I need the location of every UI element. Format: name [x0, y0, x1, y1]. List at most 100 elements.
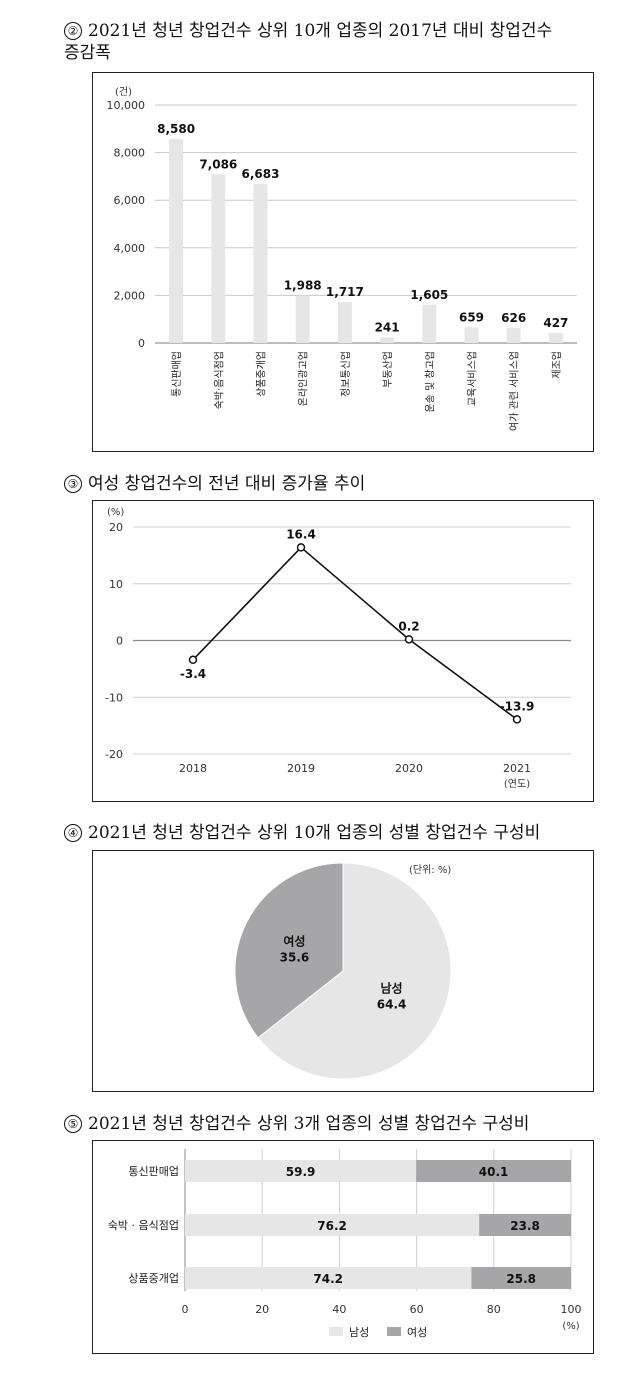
section-4-title: 2021년 청년 창업건수 상위 10개 업종의 성별 창업건수 구성비 [88, 823, 541, 843]
data-point [512, 715, 522, 724]
bar-value-label: 1,605 [410, 288, 448, 302]
bar [422, 304, 437, 343]
slice-label: 여성 [283, 933, 305, 948]
section-5-heading: ⑤ 2021년 청년 창업건수 상위 3개 업종의 성별 창업건수 구성비 [64, 1113, 529, 1135]
data-label: -13.9 [500, 699, 535, 713]
section-2-title: 2021년 청년 창업건수 상위 10개 업종의 2017년 대비 창업건수 [88, 21, 553, 41]
x-tick-label: 100 [561, 1303, 582, 1316]
y-tick-label: -20 [105, 748, 123, 761]
bar-value-label: 7,086 [199, 157, 237, 171]
bar [211, 174, 226, 343]
y-tick-label: 0 [138, 337, 145, 350]
gender-ratio-pie-chart: (단위: %) 남성 64.4 여성 35.6 [234, 862, 452, 1080]
pie-chart-panel: (단위: %) 남성 64.4 여성 35.6 [92, 850, 594, 1092]
x-tick-label: 2020 [395, 762, 423, 775]
industry-increase-bar-chart: (건) 0 2,000 4,000 6,000 8,000 10,000 8,580 통신판매업… [107, 86, 577, 431]
section-2-heading: ② 2021년 청년 창업건수 상위 10개 업종의 2017년 대비 창업건수 … [64, 20, 552, 64]
y-unit-label: (건) [115, 86, 132, 98]
category-label: 교육서비스업 [466, 351, 479, 406]
category-label: 상품중개업 [255, 351, 268, 397]
y-tick-label: 0 [116, 635, 123, 648]
legend-label: 여성 [407, 1326, 427, 1339]
x-tick-label: 60 [410, 1303, 424, 1316]
data-point [296, 543, 306, 552]
category-label: 정보통신업 [339, 351, 352, 397]
legend-label: 남성 [349, 1326, 369, 1339]
section-3-number: ③ [64, 475, 82, 493]
category-label: 제조업 [550, 351, 563, 379]
bar [548, 332, 563, 343]
slice-value-label: 64.4 [377, 998, 407, 1012]
segment-value-label: 74.2 [313, 1272, 343, 1286]
x-unit-label: (%) [562, 1321, 579, 1332]
segment-value-label: 59.9 [286, 1165, 316, 1179]
data-point [188, 655, 198, 665]
category-label: 운송 및 창고업 [423, 351, 436, 413]
bar-value-label: 659 [459, 310, 484, 324]
section-5-title: 2021년 청년 창업건수 상위 3개 업종의 성별 창업건수 구성비 [88, 1114, 530, 1134]
bar [295, 295, 310, 343]
slice-label: 남성 [381, 981, 403, 996]
unit-label: (단위: %) [409, 863, 451, 876]
x-tick-label: 2019 [287, 762, 315, 775]
category-label: 통신판매업 [128, 1165, 179, 1178]
bar [253, 183, 268, 343]
x-tick-label: 2021 [503, 762, 531, 775]
bar-value-label: 8,580 [157, 122, 195, 136]
legend-swatch [329, 1327, 343, 1336]
bar-value-label: 241 [375, 320, 400, 334]
section-3-heading: ③ 여성 창업건수의 전년 대비 증가율 추이 [64, 473, 365, 495]
data-label: -3.4 [180, 667, 206, 681]
bar [169, 138, 184, 343]
stacked-bar-segment [185, 1214, 480, 1236]
bar-value-label: 1,988 [284, 279, 322, 293]
y-tick-label: 8,000 [114, 147, 146, 160]
bar-chart-panel: (건) 0 2,000 4,000 6,000 8,000 10,000 8,580 통신판매업… [92, 72, 594, 452]
slice-value-label: 35.6 [280, 950, 310, 964]
female-growth-line-chart: (%) -20 -10 0 10 20 -3.4 2018 16.4 2019 0.2 2020 -13… [105, 507, 571, 790]
segment-value-label: 40.1 [479, 1165, 509, 1179]
line-chart-panel: (%) -20 -10 0 10 20 -3.4 2018 16.4 2019 0.2 2020 -13… [92, 500, 594, 802]
y-tick-label: 2,000 [114, 289, 146, 302]
segment-value-label: 23.8 [510, 1219, 540, 1233]
category-label: 숙박 · 음식점업 [108, 1219, 179, 1232]
stacked-bar-segment [479, 1214, 571, 1236]
section-4-number: ④ [64, 824, 82, 842]
x-tick-label: 40 [332, 1303, 346, 1316]
x-tick-label: 80 [487, 1303, 501, 1316]
stacked-bar-segment [471, 1267, 571, 1289]
data-point [404, 635, 414, 644]
bar [380, 337, 395, 343]
y-tick-label: 6,000 [114, 194, 146, 207]
section-5-number: ⑤ [64, 1115, 82, 1133]
data-label: 16.4 [286, 527, 316, 541]
category-label: 온라인광고업 [297, 351, 310, 406]
segment-value-label: 25.8 [506, 1272, 536, 1286]
y-tick-label: 20 [109, 521, 123, 534]
stacked-bar-segment [416, 1160, 571, 1182]
bar-value-label: 626 [501, 311, 526, 325]
bar-value-label: 6,683 [242, 167, 280, 181]
category-label: 통신판매업 [170, 351, 183, 397]
y-tick-label: 4,000 [114, 242, 146, 255]
category-label: 상품중개업 [128, 1272, 179, 1285]
bar-value-label: 1,717 [326, 285, 364, 299]
bar-value-label: 427 [543, 316, 568, 330]
top3-gender-stacked-bar-chart: 0 20 40 60 80 100 (%) 통신판매업 59.9 40.1 숙박 · 음식점업 76.… [108, 1149, 582, 1339]
y-unit-label: (%) [107, 507, 124, 518]
bar [506, 328, 521, 343]
legend-swatch [387, 1327, 401, 1336]
x-tick-label: 2018 [179, 762, 207, 775]
y-tick-label: 10,000 [107, 99, 146, 112]
y-tick-label: 10 [109, 578, 123, 591]
category-label: 여가 관련 서비스업 [508, 351, 521, 431]
x-unit-label: (연도) [504, 778, 530, 790]
segment-value-label: 76.2 [317, 1219, 347, 1233]
category-label: 부동산업 [381, 351, 394, 388]
pie-slice [234, 862, 344, 1039]
bar [337, 302, 352, 343]
pie-slice [257, 862, 452, 1080]
stacked-bar-segment [185, 1267, 472, 1289]
x-tick-label: 20 [255, 1303, 269, 1316]
section-2-title-line2: 증감폭 [64, 43, 111, 63]
